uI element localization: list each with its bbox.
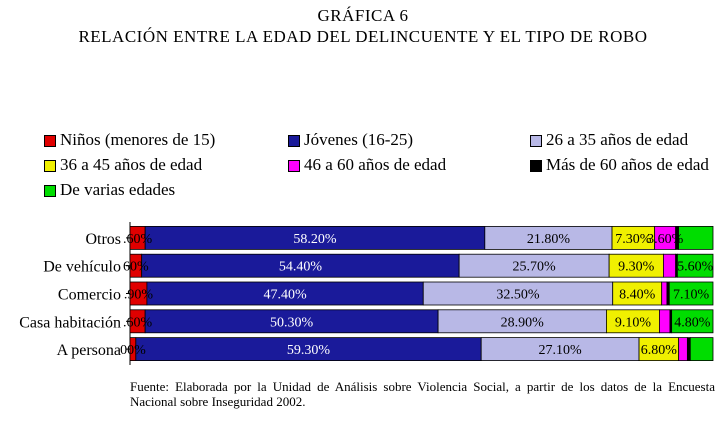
legend-label: Más de 60 años de edad	[546, 155, 709, 174]
data-label: .90%	[124, 288, 154, 303]
bar-segment	[678, 225, 714, 250]
data-label: 3.60%	[647, 232, 684, 247]
bar-segment	[668, 281, 714, 306]
chart-title: GRÁFICA 6	[317, 6, 409, 25]
legend-label: 26 a 35 años de edad	[546, 130, 689, 149]
data-label: 47.40%	[263, 288, 307, 303]
data-label: 9.10%	[615, 315, 652, 330]
data-label: 6.80%	[641, 343, 678, 358]
data-label: 00%	[120, 343, 146, 358]
data-label: 7.30%	[615, 232, 652, 247]
legend-label: De varias edades	[60, 180, 176, 199]
bar-segment	[663, 253, 677, 278]
legend-swatch	[288, 160, 300, 172]
legend-label: Niños (menores de 15)	[60, 130, 216, 149]
legend-swatch	[530, 135, 542, 147]
legend-swatch	[288, 135, 300, 147]
data-label: .60%	[123, 315, 153, 330]
bar-segment	[686, 337, 691, 362]
data-label: 54.40%	[279, 260, 323, 275]
data-label: 59.30%	[287, 343, 331, 358]
bar-segment	[678, 337, 688, 362]
category-label: Casa habitación	[19, 314, 121, 331]
category-label: De vehículo	[43, 259, 121, 276]
data-label: 5.60%	[677, 260, 714, 275]
data-label: 50.30%	[270, 315, 314, 330]
legend-label: 36 a 45 años de edad	[60, 155, 203, 174]
data-label: 58.20%	[293, 232, 337, 247]
data-label: 21.80%	[527, 232, 571, 247]
data-label: 4.80%	[674, 315, 711, 330]
source-note: Fuente: Elaborada por la Unidad de Análi…	[130, 379, 715, 409]
category-label: Otros	[85, 231, 121, 248]
data-label: 28.90%	[501, 315, 545, 330]
legend-swatch	[44, 160, 56, 172]
bar-segment	[671, 309, 714, 334]
category-label: A persona	[57, 342, 121, 359]
data-label: 60%	[123, 260, 149, 275]
legend-label: 46 a 60 años de edad	[304, 155, 447, 174]
data-label: 9.30%	[618, 260, 655, 275]
bar-segment	[689, 337, 714, 362]
bar-segment	[659, 309, 671, 334]
data-label: 7.10%	[673, 288, 710, 303]
data-label: 25.70%	[513, 260, 557, 275]
data-label: 32.50%	[496, 288, 540, 303]
chart-subtitle: RELACIÓN ENTRE LA EDAD DEL DELINCUENTE Y…	[78, 27, 648, 46]
legend-swatch	[44, 185, 56, 197]
category-label: Comercio	[58, 287, 121, 304]
legend-label: Jóvenes (16-25)	[304, 130, 414, 149]
bar-segment	[661, 281, 668, 306]
bar-segment	[677, 253, 714, 278]
legend-swatch	[44, 135, 56, 147]
data-label: .60%	[123, 232, 153, 247]
data-label: 27.10%	[539, 343, 583, 358]
legend-swatch	[530, 160, 542, 172]
data-label: 8.40%	[619, 288, 656, 303]
